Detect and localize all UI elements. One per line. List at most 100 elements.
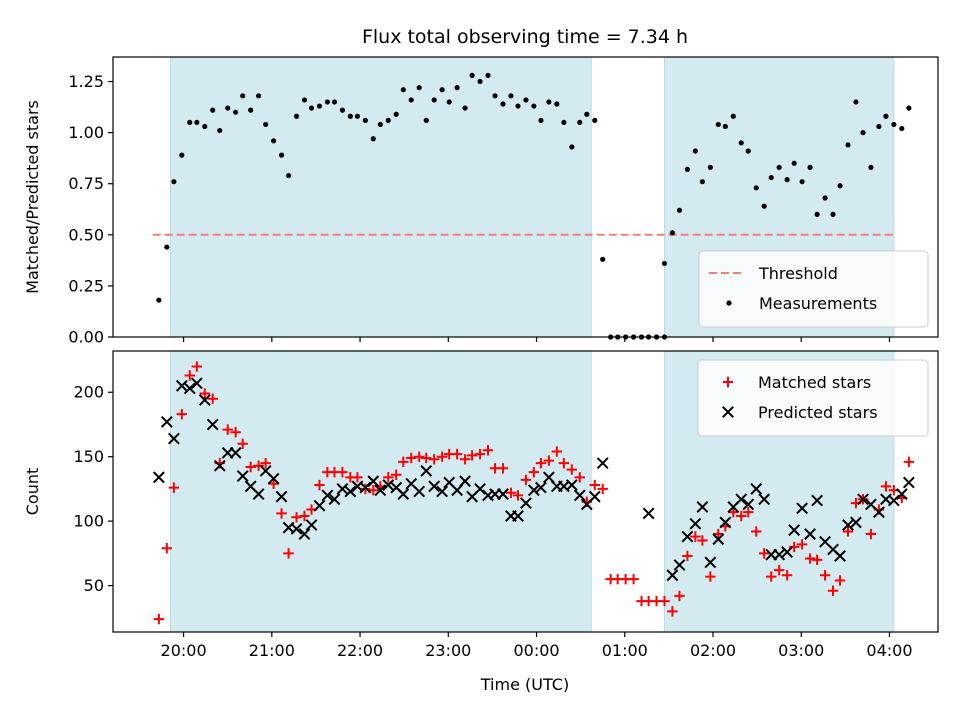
data-point <box>505 487 517 498</box>
data-point <box>171 179 177 185</box>
data-point <box>225 105 231 111</box>
data-point <box>400 87 406 93</box>
data-point <box>667 606 678 617</box>
data-point <box>872 506 885 519</box>
data-point <box>352 472 363 483</box>
data-point <box>735 493 748 506</box>
data-point <box>474 483 486 495</box>
x-tick-label: 03:00 <box>778 641 824 660</box>
data-point <box>736 510 747 522</box>
x-tick-label: 02:00 <box>690 641 736 660</box>
data-point <box>217 127 223 134</box>
data-point <box>773 564 785 576</box>
data-point <box>497 488 509 500</box>
data-point <box>377 121 383 128</box>
ratio-panel: 0.00 0.25 0.50 0.75 1.00 1.25 Matched/Predicte… <box>23 56 939 347</box>
data-point <box>674 590 685 602</box>
y-tick-label: 50 <box>84 576 104 595</box>
data-point <box>202 123 208 130</box>
data-point <box>554 101 560 107</box>
data-point <box>902 476 915 489</box>
data-point <box>551 446 563 457</box>
legend-label: Threshold <box>758 264 838 283</box>
data-point <box>515 103 521 109</box>
data-point <box>773 548 786 561</box>
data-point <box>742 498 755 511</box>
data-point <box>382 479 395 491</box>
data-point <box>837 183 843 189</box>
data-point <box>584 111 590 117</box>
y-axis-label: Count <box>23 468 42 516</box>
y-tick-label: 0.25 <box>68 276 104 295</box>
data-point <box>436 485 449 498</box>
data-point <box>573 489 586 502</box>
data-point <box>857 493 869 506</box>
data-point <box>397 488 410 500</box>
data-point <box>236 470 249 482</box>
legend-marker <box>722 406 734 418</box>
data-point <box>222 424 233 435</box>
data-point <box>659 595 670 607</box>
axes-frame <box>112 350 939 633</box>
data-point <box>354 113 361 119</box>
data-point <box>423 117 429 123</box>
data-point <box>240 93 246 99</box>
data-point <box>383 472 394 483</box>
y-tick-label: 1.25 <box>68 72 104 91</box>
data-point <box>314 479 325 491</box>
data-point <box>730 113 736 119</box>
data-point <box>673 559 686 571</box>
data-point <box>462 105 468 111</box>
data-point <box>883 113 889 119</box>
data-point <box>707 164 713 170</box>
data-point <box>684 166 691 173</box>
data-point <box>753 185 759 191</box>
data-point <box>676 207 683 213</box>
data-point <box>253 460 264 471</box>
observing-window-0 <box>169 56 592 338</box>
data-point <box>750 483 763 495</box>
data-point <box>758 493 771 506</box>
data-point <box>362 117 368 123</box>
data-point <box>194 119 200 126</box>
data-point <box>305 519 318 531</box>
data-point <box>535 457 547 469</box>
data-point <box>301 97 308 103</box>
data-point <box>589 479 600 491</box>
data-point <box>164 244 170 250</box>
data-point <box>283 548 294 559</box>
data-point <box>459 475 471 488</box>
legend-label: Measurements <box>759 294 877 313</box>
data-point <box>577 119 583 126</box>
data-point <box>190 377 203 390</box>
data-point <box>781 546 794 558</box>
data-point <box>512 510 524 522</box>
data-point <box>719 516 732 529</box>
data-point <box>153 613 165 625</box>
x-axis-label: Time (UTC) <box>480 675 569 694</box>
data-point <box>712 533 725 546</box>
data-point <box>531 103 537 109</box>
data-point <box>184 370 195 381</box>
data-point <box>347 113 353 119</box>
data-point <box>860 130 866 136</box>
data-point <box>738 140 744 146</box>
y-tick-label: 0.00 <box>68 328 104 347</box>
data-point <box>482 445 494 456</box>
chart-title: Flux total observing time = 7.34 h <box>362 26 688 48</box>
data-point <box>255 93 262 99</box>
legend-label: Matched stars <box>758 373 871 392</box>
data-point <box>199 388 210 399</box>
data-point <box>293 113 300 119</box>
data-point <box>692 148 698 154</box>
data-point <box>420 464 433 477</box>
data-point <box>804 553 816 564</box>
x-tick-label: 04:00 <box>866 641 912 660</box>
data-point <box>804 528 816 540</box>
data-point <box>546 99 552 105</box>
data-point <box>451 448 463 460</box>
data-point <box>161 543 173 554</box>
data-point <box>842 519 854 531</box>
data-point <box>814 211 820 217</box>
data-point <box>661 260 668 267</box>
